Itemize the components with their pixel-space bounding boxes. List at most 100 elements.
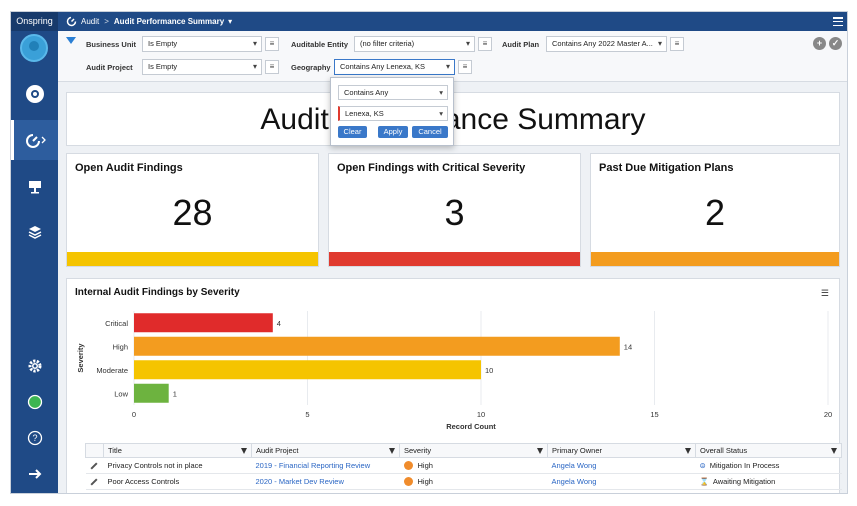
data-label: 4 (277, 319, 281, 328)
kpi-title: Past Due Mitigation Plans (599, 162, 734, 174)
chevron-down-icon[interactable]: ▾ (228, 17, 233, 26)
chart-title: Internal Audit Findings by Severity (75, 287, 240, 298)
primary-owner-link[interactable]: Angela Wong (547, 473, 696, 490)
data-label: 1 (173, 389, 177, 398)
severity-dot-icon (403, 477, 413, 487)
apply-filters-button[interactable]: ✓ (829, 37, 842, 50)
help-nav-button[interactable]: ? (11, 418, 58, 458)
table-header-audit-project[interactable]: Audit Project (251, 443, 400, 458)
edit-cell[interactable] (85, 457, 104, 474)
x-tick-label: 5 (305, 410, 309, 419)
breadcrumb-separator: > (104, 17, 109, 26)
severity-bar-chart: 0 5 10 15 20 Critical 4 High 14 Moderate 10 Low 1 Rec… (76, 311, 832, 431)
layers-nav-button[interactable] (11, 212, 58, 252)
filter-icon[interactable] (241, 448, 247, 454)
data-label: 10 (485, 366, 493, 375)
geography-label: Geography (291, 63, 331, 72)
audit-project-label: Audit Project (86, 63, 133, 72)
severity-cell: High (399, 457, 548, 474)
dashboard-icon (66, 16, 77, 27)
filter-icon[interactable] (685, 448, 691, 454)
audit-plan-label: Audit Plan (502, 40, 540, 49)
status-nav-button[interactable] (11, 382, 58, 422)
status-cell: ⌛ Awaiting Mitigation (695, 473, 842, 490)
search-nav-button[interactable] (11, 74, 58, 114)
table-header-overall-status[interactable]: Overall Status (695, 443, 842, 458)
reports-nav-button[interactable] (11, 167, 58, 207)
kpi-color-bar (329, 252, 580, 266)
audit-project-link[interactable]: 2020 - Market Dev Review (251, 473, 400, 490)
breadcrumb-audit-link[interactable]: Audit (81, 17, 100, 26)
geography-select[interactable]: Contains Any Lenexa, KS (334, 59, 455, 75)
findings-table: Title Audit Project Severity Primary Own… (85, 443, 842, 490)
operator-select[interactable]: Contains Any (338, 85, 448, 100)
audit-project-list-button[interactable]: ≡ (265, 60, 279, 74)
breadcrumb: Audit > Audit Performance Summary ▾ (58, 12, 847, 31)
kpi-title: Open Findings with Critical Severity (337, 162, 526, 174)
kpi-color-bar (67, 252, 318, 266)
table-row[interactable]: Privacy Controls not in place 2019 - Fin… (85, 457, 842, 474)
kpi-title: Open Audit Findings (75, 162, 183, 174)
kpi-color-bar (591, 252, 839, 266)
edit-cell[interactable] (85, 473, 104, 490)
filter-icon[interactable] (389, 448, 395, 454)
title-cell: Privacy Controls not in place (103, 457, 252, 474)
x-tick-label: 15 (650, 410, 658, 419)
table-header-title[interactable]: Title (103, 443, 252, 458)
bar-moderate (134, 360, 481, 380)
presentation-icon (28, 181, 41, 194)
bar-high (134, 336, 620, 356)
cancel-button[interactable]: Cancel (412, 126, 448, 138)
pencil-icon[interactable] (89, 462, 98, 470)
filter-icon[interactable] (537, 448, 543, 454)
gear-icon (28, 359, 41, 373)
kpi-past-due-plans[interactable]: Past Due Mitigation Plans 2 (590, 153, 840, 267)
geography-list-button[interactable]: ≡ (458, 60, 472, 74)
auditable-entity-select[interactable]: (no filter criteria) (354, 36, 475, 52)
audit-plan-list-button[interactable]: ≡ (670, 37, 684, 51)
value-select[interactable]: Lenexa, KS (338, 106, 448, 121)
breadcrumb-current[interactable]: Audit Performance Summary (113, 17, 225, 26)
hourglass-icon: ⌛ (699, 477, 709, 486)
bar-low (134, 383, 169, 403)
severity-dot-icon (403, 461, 413, 471)
y-tick-label: Moderate (96, 366, 128, 375)
pencil-icon[interactable] (89, 478, 98, 486)
table-row[interactable]: Poor Access Controls 2020 - Market Dev R… (85, 473, 842, 490)
settings-nav-button[interactable] (11, 346, 58, 386)
filter-icon[interactable] (831, 448, 837, 454)
business-unit-select[interactable]: Is Empty (142, 36, 262, 52)
clear-button[interactable]: Clear (338, 126, 367, 138)
business-unit-list-button[interactable]: ≡ (265, 37, 279, 51)
audit-plan-select[interactable]: Contains Any 2022 Master A... (546, 36, 667, 52)
kpi-critical-findings[interactable]: Open Findings with Critical Severity 3 (328, 153, 581, 267)
audit-project-select[interactable]: Is Empty (142, 59, 262, 75)
title-cell: Poor Access Controls (103, 473, 252, 490)
online-status-icon (27, 394, 42, 410)
menu-icon[interactable] (833, 17, 843, 26)
search-icon (25, 85, 44, 103)
chart-options-icon[interactable]: ☰ (820, 288, 829, 298)
apply-button[interactable]: Apply (378, 126, 408, 138)
dashboard-nav-button[interactable] (11, 120, 58, 160)
auditable-entity-list-button[interactable]: ≡ (478, 37, 492, 51)
dashboard-content: Audit Performance Summary Open Audit Fin… (58, 82, 847, 493)
avatar[interactable] (20, 34, 48, 62)
data-label: 14 (624, 342, 632, 351)
collapse-sidebar-button[interactable] (11, 454, 58, 493)
primary-owner-link[interactable]: Angela Wong (547, 457, 696, 474)
table-header-primary-owner[interactable]: Primary Owner (547, 443, 696, 458)
audit-project-link[interactable]: 2019 - Financial Reporting Review (251, 457, 400, 474)
x-tick-label: 10 (477, 410, 485, 419)
y-tick-label: Critical (105, 319, 128, 328)
status-in-process-icon: ⊜ (699, 461, 706, 470)
y-axis-label: Severity (76, 343, 85, 373)
add-filter-button[interactable]: + (813, 37, 826, 50)
x-axis-label: Record Count (446, 422, 496, 431)
table-header-severity[interactable]: Severity (399, 443, 548, 458)
y-tick-label: High (113, 342, 128, 351)
kpi-open-findings[interactable]: Open Audit Findings 28 (66, 153, 319, 267)
help-icon: ? (27, 430, 42, 446)
arrow-right-icon (28, 469, 41, 479)
x-tick-label: 0 (132, 410, 136, 419)
